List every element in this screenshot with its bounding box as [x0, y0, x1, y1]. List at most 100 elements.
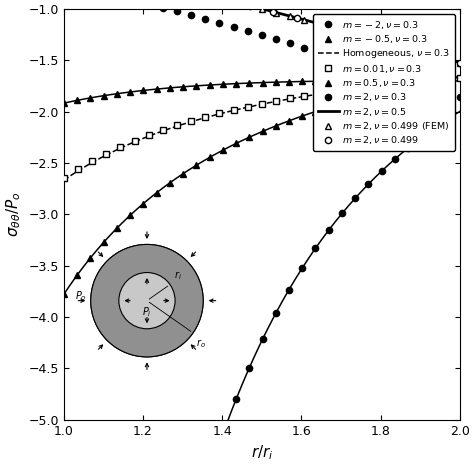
$m = 2, \nu = 0.3$: [146, 1, 152, 7]
$m = 0.5, \nu = 0.3$: [167, 85, 173, 91]
$m = 0.5, \nu = 0.3$: [405, 78, 411, 83]
$m = 2, \nu = 0.499$ (FEM): [401, 44, 406, 49]
$m = 0.5, \nu = 0.3$: [273, 79, 279, 85]
$m = 2, \nu = 0.499$: [434, 53, 439, 59]
Y-axis label: $\sigma_{\theta\theta}/P_o$: $\sigma_{\theta\theta}/P_o$: [4, 192, 23, 237]
$m = 2, \nu = 0.3$: [358, 62, 364, 68]
$m = -0.5, \nu = 0.3$: [379, 90, 384, 96]
$m = 2, \nu = 0.5$: [297, 16, 302, 21]
$m = 0.5, \nu = 0.3$: [100, 93, 106, 98]
$m = 2, \nu = 0.499$ (FEM): [287, 14, 293, 19]
$m = -2, \nu = 0.3$: [286, 287, 292, 293]
$m = -0.5, \nu = 0.3$: [365, 93, 371, 99]
$m = 2, \nu = 0.499$ (FEM): [301, 17, 307, 23]
$m = 2, \nu = 0.499$ (FEM): [429, 52, 435, 57]
$m = 0.01, \nu = 0.3$: [202, 114, 208, 120]
$m = 2, \nu = 0.3$: [386, 71, 392, 76]
$m = -2, \nu = 0.3$: [233, 397, 239, 402]
$m = 0.01, \nu = 0.3$: [316, 91, 321, 96]
$m = 0.5, \nu = 0.3$: [61, 100, 67, 106]
$m = 0.01, \nu = 0.3$: [132, 138, 137, 144]
$m = 2, \nu = 0.3$: [401, 75, 406, 81]
$m = 0.01, \nu = 0.3$: [415, 79, 420, 84]
$m = 2, \nu = 0.499$ (FEM): [344, 28, 349, 34]
$m = -0.5, \nu = 0.3$: [74, 273, 80, 278]
$m = 2, \nu = 0.3$: [231, 24, 237, 30]
$m = 0.5, \nu = 0.3$: [140, 88, 146, 93]
X-axis label: $r/r_i$: $r/r_i$: [251, 443, 273, 462]
$m = 0.01, \nu = 0.3$: [231, 107, 237, 113]
$m = 2, \nu = 0.3$: [202, 16, 208, 22]
$m = 0.5, \nu = 0.3$: [246, 80, 252, 86]
$m = -0.5, \nu = 0.3$: [445, 75, 451, 81]
$m = -0.5, \nu = 0.3$: [260, 129, 265, 134]
$m = 0.5, \nu = 0.3$: [154, 86, 159, 92]
$m = 2, \nu = 0.499$ (FEM): [316, 21, 321, 27]
Line: $m = 0.5, \nu = 0.3$: $m = 0.5, \nu = 0.3$: [61, 77, 451, 106]
$m = -2, \nu = 0.3$: [326, 227, 332, 233]
$m = -2, \nu = 0.3$: [392, 156, 398, 162]
$m = 0.5, \nu = 0.3$: [379, 78, 384, 83]
$m = 2, \nu = 0.499$ (FEM): [443, 56, 448, 62]
$m = 2, \nu = 0.499$ (FEM): [330, 25, 336, 30]
$m = 2, \nu = 0.3$: [160, 5, 165, 10]
$m = 0.01, \nu = 0.3$: [259, 101, 264, 107]
$m = 0.01, \nu = 0.3$: [401, 80, 406, 86]
$m = 0.01, \nu = 0.3$: [245, 104, 251, 110]
$m = 0.01, \nu = 0.3$: [443, 76, 448, 82]
$m = -0.5, \nu = 0.3$: [300, 113, 305, 119]
$m = -2, \nu = 0.3$: [445, 116, 451, 122]
$m = 2, \nu = 0.499$: [387, 40, 393, 46]
$m = 2, \nu = 0.3$: [316, 49, 321, 55]
$m = 2, \nu = 0.3$: [344, 58, 349, 63]
$m = 0.5, \nu = 0.3$: [365, 78, 371, 83]
Homogeneous, $\nu = 0.3$: [395, 81, 401, 87]
$m = -0.5, \nu = 0.3$: [273, 123, 279, 129]
Homogeneous, $\nu = 0.3$: [303, 93, 309, 99]
$m = -0.5, \nu = 0.3$: [220, 147, 226, 153]
$m = 2, \nu = 0.499$ (FEM): [372, 36, 378, 41]
$m = 2, \nu = 0.5$: [303, 18, 309, 23]
Homogeneous, $\nu = 0.3$: [457, 75, 463, 81]
$m = 2, \nu = 0.5$: [420, 49, 426, 55]
$m = -2, \nu = 0.3$: [339, 211, 345, 216]
$m = -2, \nu = 0.3$: [220, 432, 226, 437]
$m = 0.01, \nu = 0.3$: [75, 166, 81, 172]
$m = 0.5, \nu = 0.3$: [260, 80, 265, 85]
Legend: $m = -2, \nu = 0.3$, $m = -0.5, \nu = 0.3$, Homogeneous, $\nu = 0.3$, $m = 0.01,: $m = -2, \nu = 0.3$, $m = -0.5, \nu = 0.…: [313, 14, 455, 151]
$m = 0.01, \nu = 0.3$: [301, 93, 307, 99]
$m = 0.01, \nu = 0.3$: [358, 85, 364, 91]
Homogeneous, $\nu = 0.3$: [61, 178, 67, 183]
$m = 0.5, \nu = 0.3$: [114, 91, 119, 96]
$m = -2, \nu = 0.3$: [419, 135, 424, 140]
$m = 2, \nu = 0.499$: [364, 34, 370, 40]
$m = 2, \nu = 0.5$: [295, 15, 301, 21]
Homogeneous, $\nu = 0.3$: [420, 78, 426, 84]
$m = -0.5, \nu = 0.3$: [233, 141, 239, 146]
$m = 0.5, \nu = 0.3$: [127, 89, 133, 95]
$m = 2, \nu = 0.3$: [217, 20, 222, 26]
$m = -0.5, \nu = 0.3$: [140, 201, 146, 206]
$m = 0.5, \nu = 0.3$: [74, 97, 80, 103]
$m = 2, \nu = 0.499$: [294, 15, 300, 21]
$m = 0.5, \nu = 0.3$: [286, 79, 292, 85]
$m = -0.5, \nu = 0.3$: [419, 81, 424, 87]
Line: $m = 2, \nu = 0.499$ (FEM): $m = 2, \nu = 0.499$ (FEM): [61, 0, 463, 66]
$m = 0.5, \nu = 0.3$: [87, 95, 93, 101]
Homogeneous, $\nu = 0.3$: [295, 95, 301, 100]
$m = -0.5, \nu = 0.3$: [432, 78, 438, 84]
$m = 2, \nu = 0.499$: [340, 27, 346, 33]
$m = -0.5, \nu = 0.3$: [246, 134, 252, 140]
$m = 2, \nu = 0.499$ (FEM): [457, 60, 463, 65]
$m = 2, \nu = 0.3$: [245, 28, 251, 34]
$m = 2, \nu = 0.499$: [317, 21, 323, 27]
$m = 0.5, \nu = 0.3$: [419, 78, 424, 83]
$m = 2, \nu = 0.499$: [224, 0, 230, 3]
$m = -2, \nu = 0.3$: [352, 195, 358, 201]
$m = 2, \nu = 0.3$: [443, 89, 448, 95]
$m = 0.5, \nu = 0.3$: [326, 78, 332, 84]
Line: $m = 2, \nu = 0.3$: $m = 2, \nu = 0.3$: [61, 0, 463, 100]
$m = -0.5, \nu = 0.3$: [392, 87, 398, 92]
$m = 2, \nu = 0.499$: [247, 3, 253, 9]
$m = 2, \nu = 0.3$: [457, 94, 463, 100]
